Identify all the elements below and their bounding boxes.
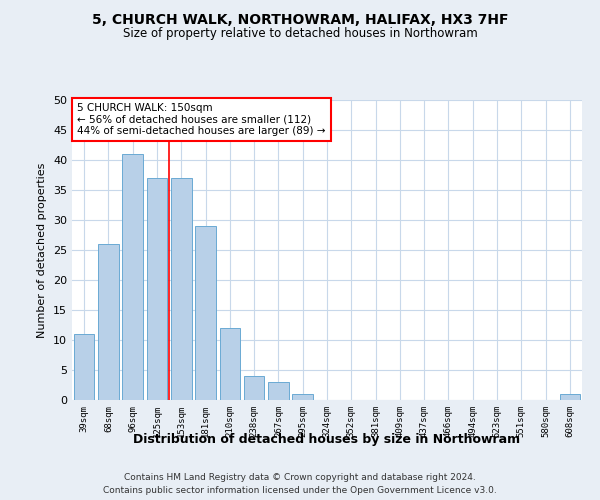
Bar — [98, 244, 119, 400]
Text: Contains HM Land Registry data © Crown copyright and database right 2024.: Contains HM Land Registry data © Crown c… — [124, 472, 476, 482]
Bar — [220, 328, 240, 400]
Text: Contains public sector information licensed under the Open Government Licence v3: Contains public sector information licen… — [103, 486, 497, 495]
Text: Distribution of detached houses by size in Northowram: Distribution of detached houses by size … — [133, 432, 521, 446]
Bar — [74, 334, 94, 400]
Text: Size of property relative to detached houses in Northowram: Size of property relative to detached ho… — [122, 28, 478, 40]
Bar — [171, 178, 191, 400]
Text: 5, CHURCH WALK, NORTHOWRAM, HALIFAX, HX3 7HF: 5, CHURCH WALK, NORTHOWRAM, HALIFAX, HX3… — [92, 12, 508, 26]
Bar — [146, 178, 167, 400]
Y-axis label: Number of detached properties: Number of detached properties — [37, 162, 47, 338]
Bar — [244, 376, 265, 400]
Bar — [122, 154, 143, 400]
Bar — [268, 382, 289, 400]
Bar — [195, 226, 216, 400]
Bar — [292, 394, 313, 400]
Text: 5 CHURCH WALK: 150sqm
← 56% of detached houses are smaller (112)
44% of semi-det: 5 CHURCH WALK: 150sqm ← 56% of detached … — [77, 103, 326, 136]
Bar — [560, 394, 580, 400]
